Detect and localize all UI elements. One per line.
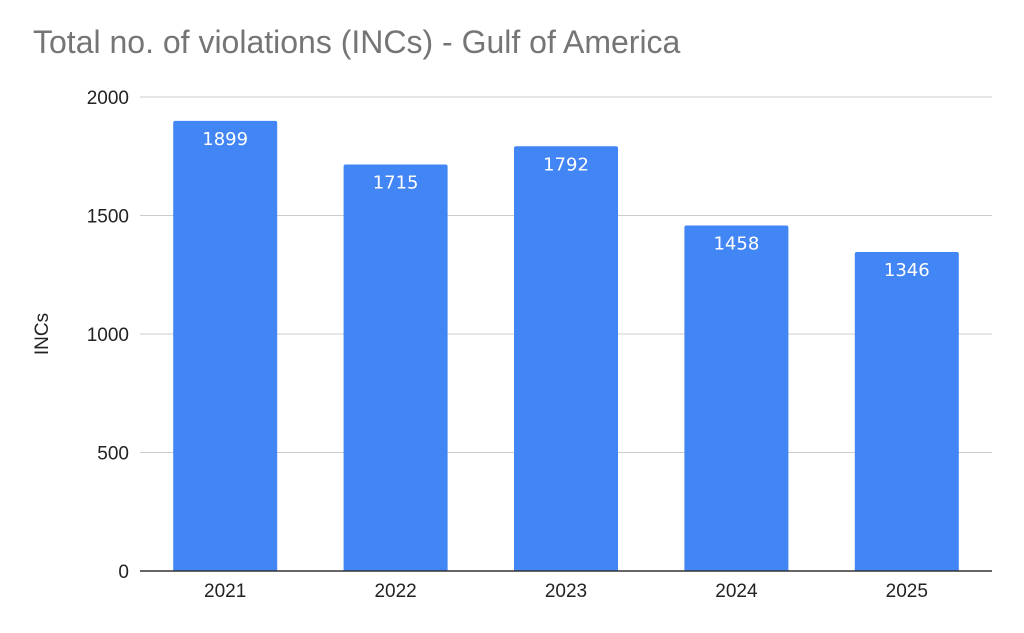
x-tick-label: 2021 [204,581,246,602]
chart-title: Total no. of violations (INCs) - Gulf of… [33,24,681,60]
data-label-2025: 1346 [884,260,930,281]
bar-2024 [684,225,789,572]
y-tick-label: 2000 [87,88,129,109]
data-label-2022: 1715 [373,173,419,194]
x-tick-label: 2023 [545,581,587,602]
y-tick-label: 500 [97,444,129,465]
bar-2022 [343,164,448,572]
axes: 0 500 1000 1500 2000 2021 2022 2023 2024 2025 INCs [32,88,992,602]
x-tick-label: 2025 [886,581,928,602]
bars [173,120,959,572]
y-tick-label: 1500 [87,207,129,228]
data-label-2023: 1792 [543,154,589,175]
x-tick-label: 2022 [374,581,416,602]
bar-2025 [854,251,959,572]
y-axis-title: INCs [32,313,53,355]
data-label-2021: 1899 [202,129,248,150]
bar-2021 [173,120,278,571]
y-tick-label: 1000 [87,325,129,346]
data-labels: 1899 1715 1792 1458 1346 [202,129,929,281]
y-tick-label: 0 [118,562,129,583]
data-label-2024: 1458 [713,233,759,254]
bar-2023 [514,146,618,571]
x-tick-label: 2024 [715,581,758,602]
